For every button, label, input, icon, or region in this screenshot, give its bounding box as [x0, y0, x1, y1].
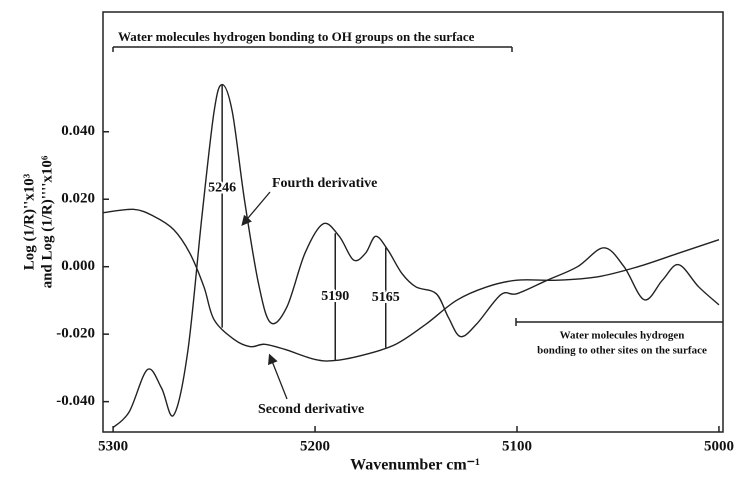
- region-label: bonding to other sites on the surface: [537, 345, 707, 357]
- x-axis-label: Wavenumber cm⁻¹: [350, 457, 480, 474]
- series-label: Second derivative: [258, 402, 364, 417]
- peak-label: 5246: [208, 180, 236, 195]
- region-label: Water molecules hydrogen: [560, 330, 685, 342]
- series-line: [112, 83, 720, 429]
- y-axis-label: Log (1/R)''x10³ and Log (1/R)''''x10⁶: [21, 155, 55, 288]
- x-tick-label: 5300: [98, 438, 128, 454]
- y-axis-label-line: Log (1/R)''x10³: [21, 173, 37, 270]
- region-label: Water molecules hydrogen bonding to OH g…: [118, 29, 475, 44]
- series-line: [102, 208, 720, 362]
- y-tick-label: -0.040: [56, 393, 95, 409]
- y-tick-label: 0.020: [61, 191, 95, 207]
- peak-label: 5165: [372, 290, 400, 305]
- plot-frame: [102, 11, 724, 433]
- y-tick-label: 0.040: [61, 123, 95, 139]
- y-tick-label: -0.020: [56, 326, 95, 342]
- y-tick-label: 0.000: [61, 258, 95, 274]
- arrow: [268, 353, 288, 400]
- x-tick-label: 5200: [300, 438, 330, 454]
- series-label: Fourth derivative: [272, 176, 377, 191]
- peak-label: 5190: [321, 289, 349, 304]
- x-tick-label: 5100: [502, 438, 532, 454]
- y-axis-label-line: and Log (1/R)''''x10⁶: [39, 155, 55, 288]
- x-tick-label: 5000: [704, 438, 734, 454]
